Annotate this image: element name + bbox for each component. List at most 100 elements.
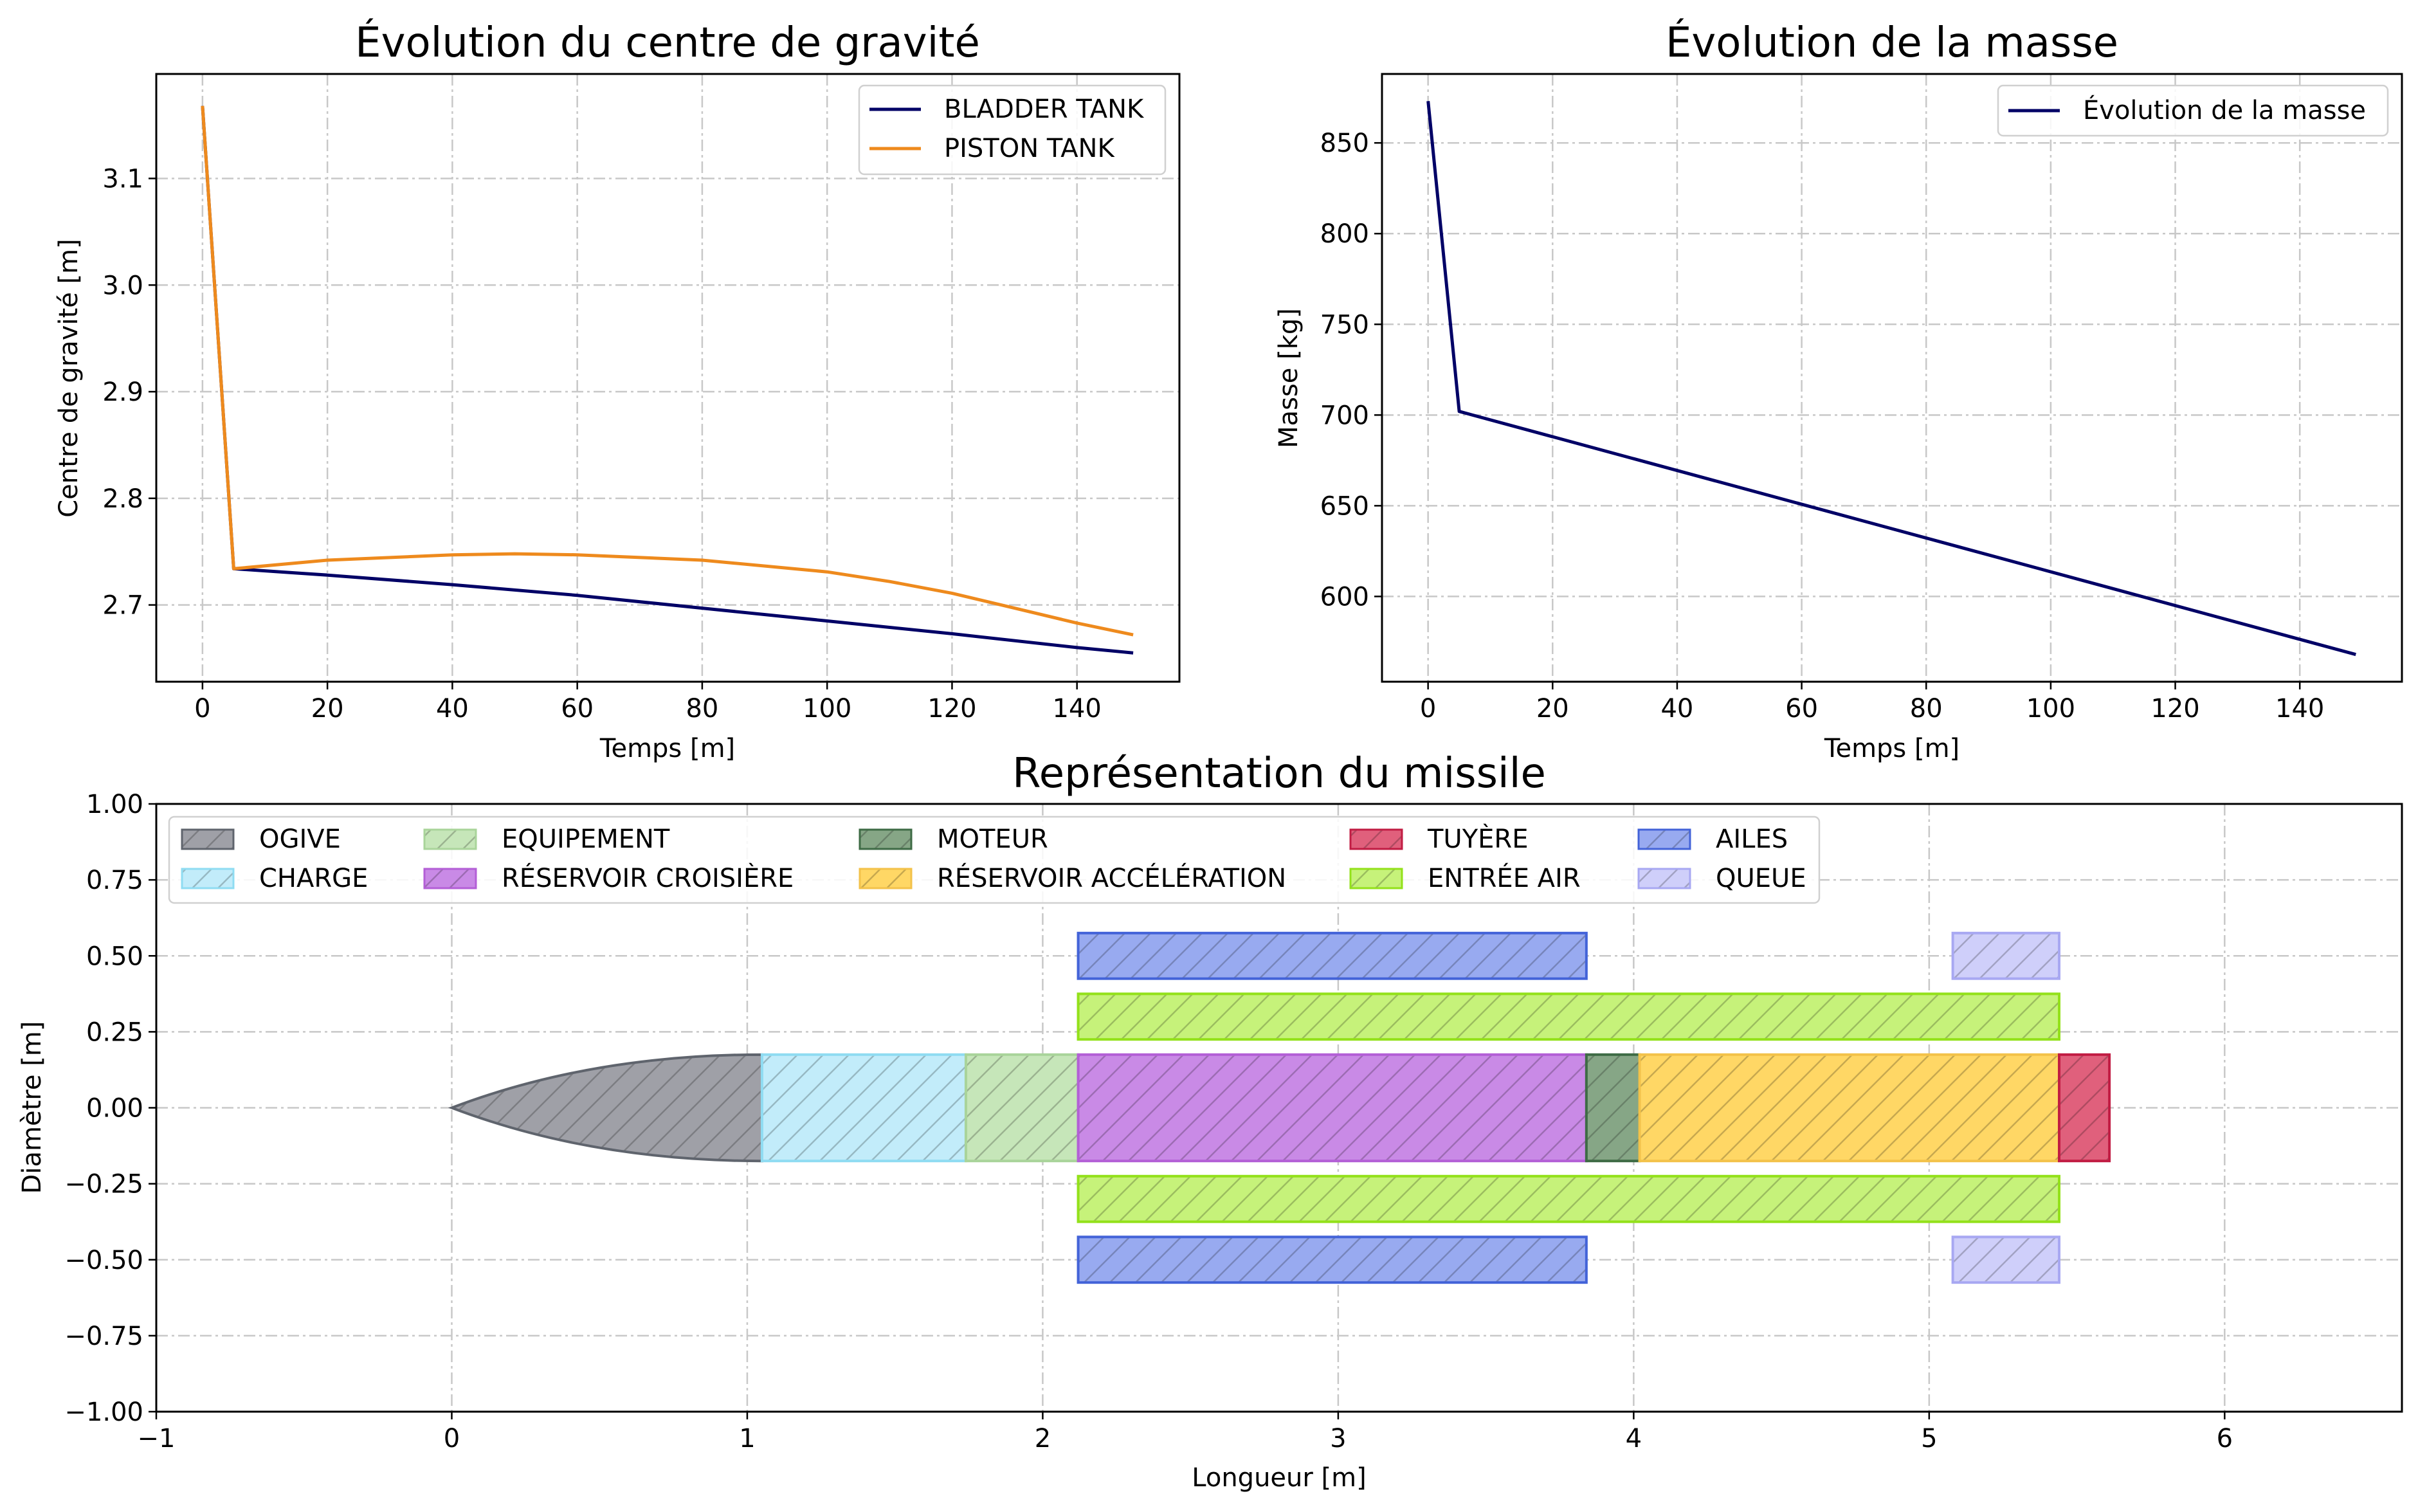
component-reservoir-acceleration	[1638, 1053, 2061, 1163]
legend-ogive-label: OGIVE	[259, 824, 341, 854]
mass-panel: 0 20 40 60 80 100 120 140 600 650 700 750 800 850 Évo…	[1274, 18, 2403, 763]
component-charge	[760, 1053, 967, 1163]
mass-axes-frame	[1381, 73, 2403, 683]
legend-reservoir-acceleration-swatch	[859, 868, 913, 889]
missile-xtick-label: 5	[1921, 1424, 1937, 1453]
missile-xtick-label: 0	[444, 1424, 460, 1453]
cg-xlabel: Temps [m]	[599, 734, 735, 763]
missile-ytick-label: 1.00	[86, 790, 143, 819]
cg-lines	[201, 105, 1134, 655]
missile-xtick-label: 1	[739, 1424, 755, 1453]
cg-xtick-label: 120	[927, 694, 976, 724]
cg-xtick-label: 100	[803, 694, 851, 724]
cg-xtick-label: 140	[1053, 694, 1102, 724]
component-ailes	[1077, 1235, 1588, 1284]
component-entree-air	[1077, 1174, 2061, 1223]
series-line-bladder-tank	[201, 105, 1134, 655]
cg-xtick-label: 60	[561, 694, 594, 724]
cg-title: Évolution du centre de gravité	[355, 18, 980, 67]
component-entree-air	[1077, 992, 2061, 1041]
missile-xtick-label: 3	[1330, 1424, 1346, 1453]
cg-xtick-label: 0	[194, 694, 210, 724]
legend-reservoir-acceleration-label: RÉSERVOIR ACCÉLÉRATION	[937, 862, 1286, 893]
mass-xtick-label: 40	[1660, 694, 1693, 724]
legend-queue-swatch	[1637, 868, 1691, 889]
component-reservoir-croisiere	[1077, 1053, 1588, 1163]
missile-ytick-label: 0.25	[86, 1017, 143, 1047]
component-tuyere	[2058, 1053, 2111, 1163]
mass-ytick-label: 700	[1320, 401, 1369, 430]
legend-reservoir-croisiere-label: RÉSERVOIR CROISIÈRE	[502, 862, 794, 893]
component-ailes	[1077, 931, 1588, 980]
legend-equipement-label: EQUIPEMENT	[502, 824, 670, 854]
component-queue	[1951, 931, 2061, 980]
mass-ticks: 0 20 40 60 80 100 120 140 600 650 700 750 800 850	[1320, 129, 2325, 724]
legend-tuyere-label: TUYÈRE	[1427, 823, 1528, 854]
mass-xtick-label: 80	[1910, 694, 1943, 724]
missile-ylabel: Diamètre [m]	[17, 1021, 47, 1194]
mass-xtick-label: 120	[2150, 694, 2199, 724]
missile-xtick-label: 4	[1626, 1424, 1642, 1453]
cg-axes-frame	[155, 73, 1181, 683]
cg-legend-bladder: BLADDER TANK	[944, 95, 1145, 124]
mass-legend-label: Évolution de la masse	[2083, 95, 2366, 125]
missile-legend-items: OGIVE CHARGE EQUIPEMENT RÉSERVOIR CROISIÈRE…	[181, 823, 1806, 893]
missile-xlabel: Longueur [m]	[1192, 1463, 1366, 1493]
cg-ytick-label: 2.9	[102, 378, 143, 407]
legend-ailes-swatch	[1637, 828, 1691, 850]
legend-ogive-swatch	[181, 828, 235, 850]
mass-ylabel: Masse [kg]	[1274, 308, 1304, 448]
cg-ticks: 0 20 40 60 80 100 120 140 2.7 2.8 2.9 3.0 3.1	[102, 164, 1102, 724]
missile-ytick-label: 0.00	[86, 1094, 143, 1124]
mass-lines	[1426, 101, 2356, 657]
mass-ytick-label: 800	[1320, 219, 1369, 249]
legend-moteur-label: MOTEUR	[937, 824, 1048, 854]
mass-xlabel: Temps [m]	[1824, 734, 1959, 763]
missile-xtick-label: 6	[2217, 1424, 2233, 1453]
cg-ylabel: Centre de gravité [m]	[54, 239, 84, 518]
cg-xtick-label: 20	[311, 694, 344, 724]
legend-entree-air-label: ENTRÉE AIR	[1428, 862, 1581, 893]
missile-components	[448, 931, 2111, 1284]
legend-tuyere-swatch	[1349, 828, 1403, 850]
missile-legend: OGIVE CHARGE EQUIPEMENT RÉSERVOIR CROISIÈRE…	[168, 815, 1821, 904]
cg-xtick-label: 40	[436, 694, 469, 724]
component-moteur	[1585, 1053, 1641, 1163]
legend-equipement-swatch	[423, 828, 477, 850]
missile-xtick-label: −1	[138, 1424, 176, 1453]
cg-legend: BLADDER TANK PISTON TANK	[858, 84, 1167, 176]
mass-legend: Évolution de la masse	[1997, 84, 2389, 137]
missile-ytick-label: −0.50	[64, 1246, 143, 1275]
missile-ytick-label: 0.75	[86, 866, 143, 895]
missile-panel: −1 0 1 2 3 4 5 6 1.00 0.75 0.50 0.25 0.00 −0.25 −0.50 −…	[17, 750, 2403, 1493]
cg-legend-box	[858, 84, 1167, 176]
legend-reservoir-croisiere-swatch	[423, 868, 477, 889]
legend-ailes-label: AILES	[1716, 824, 1788, 854]
legend-charge-label: CHARGE	[259, 864, 368, 893]
mass-ytick-label: 850	[1320, 129, 1369, 158]
cg-panel: 0 20 40 60 80 100 120 140 2.7 2.8 2.9 3.0 3.1 Évolut…	[54, 18, 1181, 763]
series-line--volution-de-la-masse	[1426, 101, 2356, 657]
legend-charge-swatch	[181, 868, 235, 889]
legend-moteur-swatch	[859, 828, 913, 850]
cg-xtick-label: 80	[686, 694, 718, 724]
mass-xtick-label: 140	[2275, 694, 2324, 724]
mass-title: Évolution de la masse	[1666, 18, 2118, 67]
missile-ticks: −1 0 1 2 3 4 5 6 1.00 0.75 0.50 0.25 0.00 −0.25 −0.50 −…	[64, 790, 2233, 1453]
legend-queue-label: QUEUE	[1716, 864, 1806, 893]
mass-xtick-label: 100	[2026, 694, 2075, 724]
legend-entree-air-swatch	[1349, 868, 1403, 889]
missile-legend-box	[168, 815, 1821, 904]
mass-ytick-label: 650	[1320, 491, 1369, 521]
cg-ytick-label: 3.0	[102, 271, 143, 300]
mass-xtick-label: 60	[1785, 694, 1818, 724]
mass-ytick-label: 750	[1320, 310, 1369, 340]
component-equipement	[964, 1053, 1080, 1163]
component-ogive	[448, 1053, 763, 1163]
component-queue	[1951, 1235, 2061, 1284]
mass-grid	[1382, 74, 2402, 682]
cg-legend-piston: PISTON TANK	[944, 134, 1115, 163]
missile-title: Représentation du missile	[1012, 750, 1546, 797]
mass-ytick-label: 600	[1320, 582, 1369, 612]
